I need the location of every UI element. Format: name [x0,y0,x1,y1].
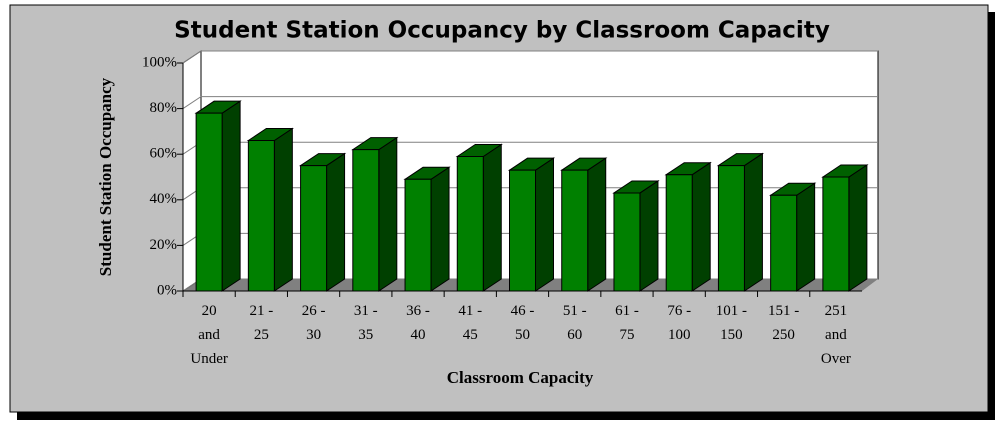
bar-face [613,192,641,292]
bar-face [404,178,432,292]
bar-face [665,174,693,292]
x-tick-label: 76 - 100 [667,303,692,343]
bar-face [221,100,241,292]
x-tick-label: 46 - 50 [510,303,535,343]
bar-face [717,165,745,292]
bar-face [848,164,868,292]
x-tick-label: 51 - 60 [562,303,587,343]
x-tick-label: 26 - 30 [301,303,326,343]
bar-face [482,143,502,292]
x-tick-label: 61 - 75 [615,303,639,343]
bar [507,157,556,292]
bar [560,157,608,292]
x-tick-label: 41 - 45 [458,303,483,343]
bar-face [743,152,763,292]
bar-face [561,169,589,292]
grid-line [182,50,878,64]
bar-face [247,140,275,292]
bar-face [509,169,536,292]
bar-face [326,152,346,292]
bar-face [639,180,659,292]
grid-line [182,96,878,110]
x-tick-label: 151 - 250 [768,303,800,343]
bar-face [273,127,293,292]
bar [298,152,347,292]
bar-face [352,149,380,292]
x-tick-label: 251 and Over [820,303,851,367]
bar [769,182,817,292]
bar-face [691,161,711,292]
bar-face [378,136,398,292]
y-tick-label: 80% [150,100,178,116]
bar-face [430,166,450,292]
x-tick-label: 101 - 150 [715,303,748,343]
bar-face [300,165,328,292]
bar [194,100,242,292]
bar-face [796,182,816,292]
bar [716,152,765,292]
x-tick-label: 31 - 35 [353,303,378,343]
bar-face [587,157,607,292]
y-tick-label: 100% [142,54,177,70]
x-tick-label: 36 - 40 [406,303,430,343]
bar [612,180,660,292]
x-tick-label: 21 - 25 [249,303,274,343]
x-axis-label: Classroom Capacity [447,368,594,387]
bar [403,166,451,292]
x-tick-label: 20 and Under [190,303,228,367]
bar [455,143,503,292]
y-tick-label: 40% [150,191,178,207]
bar-face [770,194,798,292]
chart-title: Student Station Occupancy by Classroom C… [174,18,830,44]
y-tick-label: 20% [150,237,178,253]
bar-face [456,155,484,292]
bar [351,136,399,292]
y-axis-label: Student Station Occupancy [96,77,115,276]
bar-face [195,112,223,292]
bar [664,161,712,292]
bar [821,164,869,292]
bar-face [535,157,554,292]
y-tick-label: 0% [157,282,177,298]
bar-face [822,176,850,292]
y-tick-label: 60% [150,146,178,162]
bar [246,127,294,292]
